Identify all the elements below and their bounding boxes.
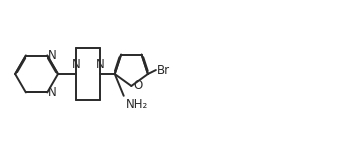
Text: Br: Br [157, 63, 170, 77]
Text: N: N [48, 49, 57, 62]
Text: O: O [133, 79, 143, 92]
Text: N: N [48, 86, 57, 99]
Text: NH₂: NH₂ [126, 98, 148, 111]
Text: N: N [95, 58, 104, 71]
Text: N: N [72, 58, 80, 71]
